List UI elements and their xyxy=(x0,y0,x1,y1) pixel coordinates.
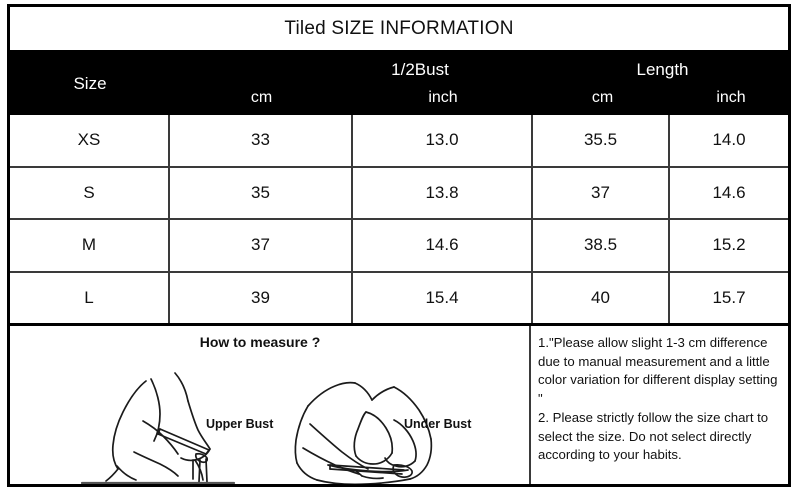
cell-bust-inch: 13.8 xyxy=(353,167,533,218)
table-row: S 35 13.8 37 14.6 xyxy=(10,167,788,220)
cell-length-inch: 14.0 xyxy=(712,130,746,150)
cell-bust-cm: 37 xyxy=(170,220,353,271)
header-length-cm: cm xyxy=(591,89,614,106)
page-title: Tiled SIZE INFORMATION xyxy=(284,17,514,39)
cell-size: L xyxy=(10,272,170,323)
size-notes-text: 1."Please allow slight 1-3 cm difference… xyxy=(538,335,778,463)
cell-bust-inch: 14.6 xyxy=(353,220,533,271)
cell-length-cm: 35.5 xyxy=(533,115,670,166)
size-chart-table: Tiled SIZE INFORMATION Size 1/2Bust Leng… xyxy=(7,4,791,487)
cell-length-cm: 37 xyxy=(533,167,670,218)
table-row: M 37 14.6 38.5 15.2 xyxy=(10,220,788,273)
how-to-measure-title: How to measure ? xyxy=(199,334,321,350)
cell-bust-cm: 35 xyxy=(170,167,353,218)
cell-bust-inch: 15.4 xyxy=(353,272,533,323)
header-bust-cm: cm xyxy=(250,89,273,106)
header-length-inch: inch xyxy=(716,89,746,106)
cell-bust-inch: 13.0 xyxy=(353,115,533,166)
measure-figures: Upper Bust xyxy=(10,348,529,484)
chart-title-row: Tiled SIZE INFORMATION xyxy=(10,7,788,53)
cell-length-inch: 14.6 xyxy=(712,182,746,202)
cell-bust-cm: 33 xyxy=(170,115,353,166)
label-upper-bust: Upper Bust xyxy=(206,417,274,431)
cell-length-inch: 15.7 xyxy=(712,287,746,307)
header-bust-inch: inch xyxy=(428,89,458,106)
header-size-label: Size xyxy=(73,74,107,93)
header-group-length: Length xyxy=(636,60,689,79)
cell-length-inch: 15.2 xyxy=(712,235,746,255)
header-group-bust: 1/2Bust xyxy=(391,60,449,79)
table-footer-section: How to measure ? xyxy=(10,323,788,484)
cell-size: S xyxy=(10,167,170,218)
notes-pane: 1."Please allow slight 1-3 cm difference… xyxy=(531,326,788,484)
label-under-bust: Under Bust xyxy=(404,417,472,431)
cell-bust-cm: 39 xyxy=(170,272,353,323)
cell-length-cm: 40 xyxy=(533,272,670,323)
cell-size: M xyxy=(10,220,170,271)
table-header-block: Size 1/2Bust Length cm inch cm inch xyxy=(10,53,788,115)
table-row: L 39 15.4 40 15.7 xyxy=(10,272,788,323)
table-row: XS 33 13.0 35.5 14.0 xyxy=(10,115,788,168)
body-measurement-diagram: Upper Bust xyxy=(80,372,472,484)
cell-size: XS xyxy=(10,115,170,166)
cell-length-cm: 38.5 xyxy=(533,220,670,271)
how-to-measure-pane: How to measure ? xyxy=(10,326,531,484)
table-body: XS 33 13.0 35.5 14.0 S 35 13.8 37 14.6 M… xyxy=(10,115,788,323)
